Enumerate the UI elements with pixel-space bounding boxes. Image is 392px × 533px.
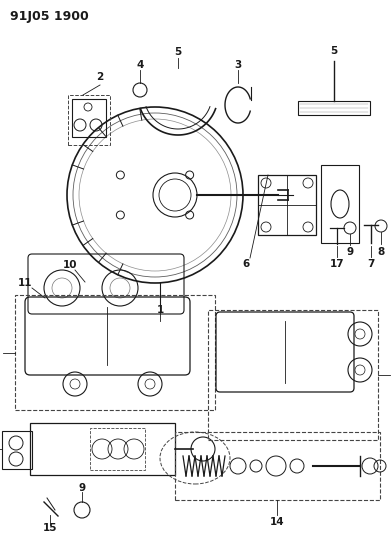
Bar [2,431,32,469]
Bar [30,423,175,475]
Text: 15: 15 [43,523,57,533]
Text: 6: 6 [242,259,250,269]
Text: 91J05 1900: 91J05 1900 [10,10,89,23]
Bar [90,428,145,470]
Text: 5: 5 [330,46,338,56]
Text: 8: 8 [377,247,385,257]
Bar [258,175,316,235]
Text: 9: 9 [347,247,354,257]
Bar [15,295,215,410]
Text: 10: 10 [63,260,77,270]
Text: 7: 7 [367,259,375,269]
Bar [208,310,378,440]
Bar [68,95,110,145]
Bar [175,432,380,500]
Bar [298,101,370,115]
Text: 17: 17 [330,259,344,269]
Text: 1: 1 [156,305,163,315]
Text: 14: 14 [270,517,284,527]
Text: 11: 11 [18,278,32,288]
Text: 9: 9 [78,483,85,493]
Text: 3: 3 [234,60,241,70]
Bar [321,165,359,243]
Text: 4: 4 [136,60,144,70]
Text: 5: 5 [174,47,181,57]
Bar [72,99,106,137]
Text: 2: 2 [96,72,103,82]
